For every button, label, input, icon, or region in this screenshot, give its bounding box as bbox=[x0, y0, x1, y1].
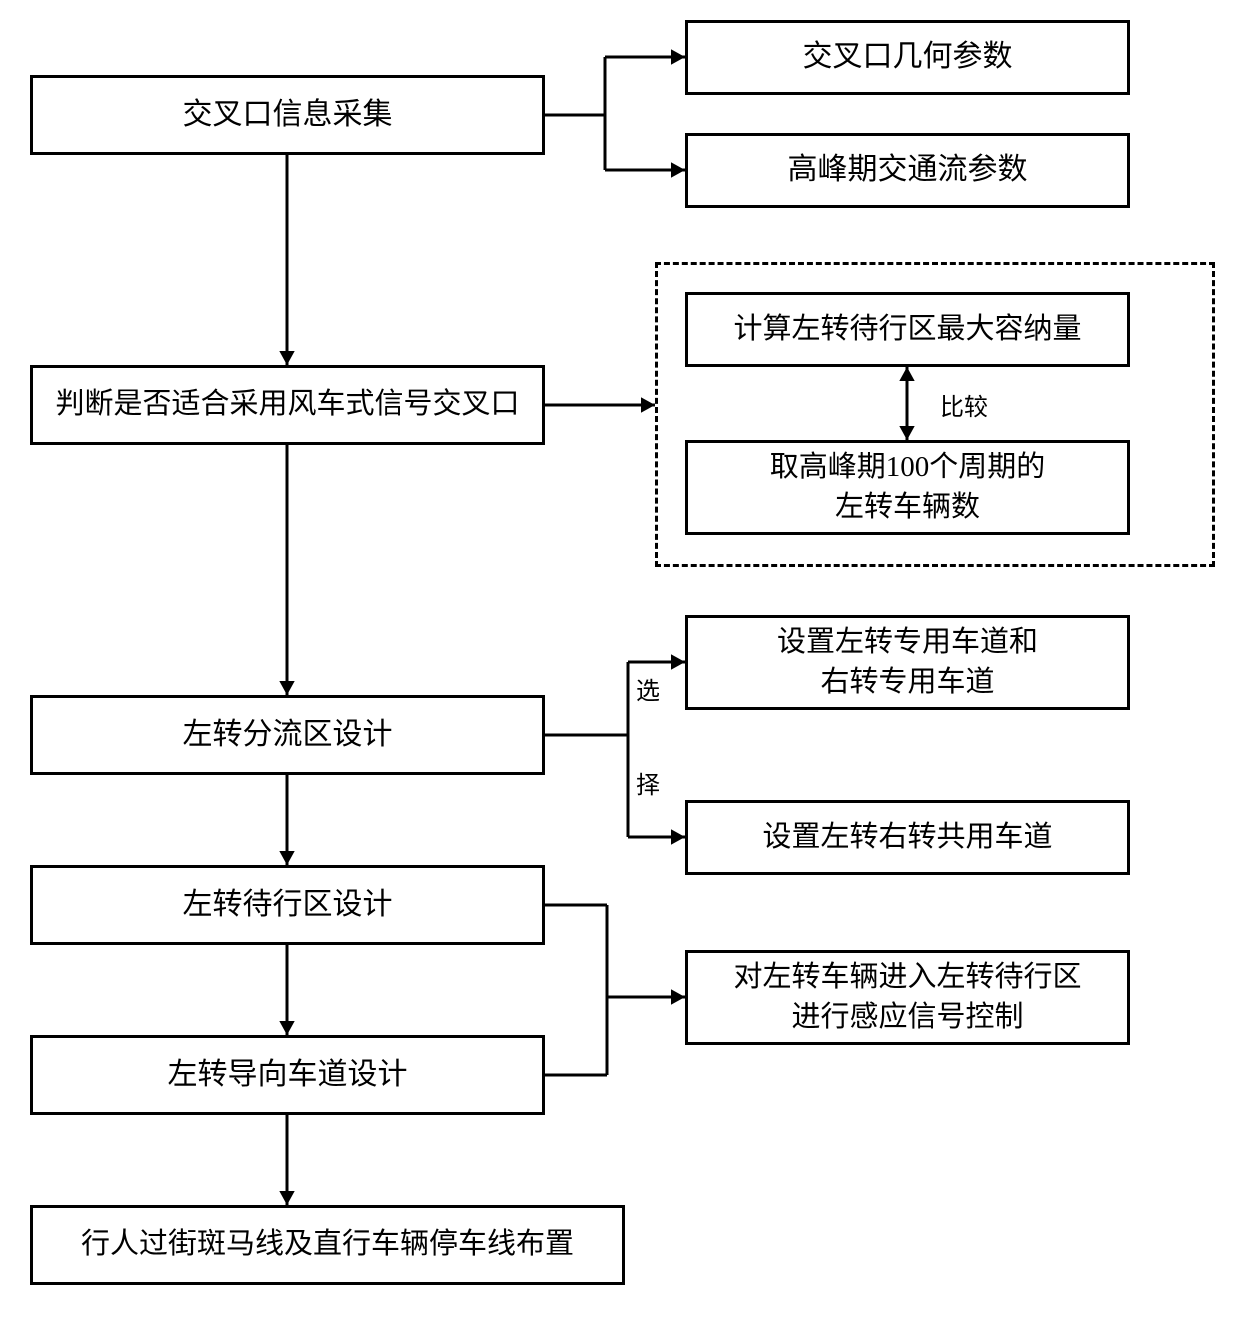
label-choose-1: 选 bbox=[634, 676, 662, 709]
label-choose-2: 择 bbox=[634, 770, 662, 803]
node-left-guide-design: 左转导向车道设计 bbox=[30, 1035, 545, 1115]
label-text: 比较 bbox=[940, 395, 988, 421]
node-label: 左转导向车道设计 bbox=[168, 1055, 408, 1096]
node-info-collect: 交叉口信息采集 bbox=[30, 75, 545, 155]
node-peak-flow-params: 高峰期交通流参数 bbox=[685, 133, 1130, 208]
node-left-wait-design: 左转待行区设计 bbox=[30, 865, 545, 945]
node-label: 行人过街斑马线及直行车辆停车线布置 bbox=[81, 1225, 574, 1264]
flowchart-canvas: 交叉口信息采集 判断是否适合采用风车式信号交叉口 左转分流区设计 左转待行区设计… bbox=[0, 0, 1240, 1323]
node-label: 高峰期交通流参数 bbox=[788, 150, 1028, 191]
node-dedicated-lanes: 设置左转专用车道和右转专用车道 bbox=[685, 615, 1130, 710]
label-compare: 比较 bbox=[938, 392, 990, 425]
node-label: 左转待行区设计 bbox=[183, 885, 393, 926]
node-judge-suitability: 判断是否适合采用风车式信号交叉口 bbox=[30, 365, 545, 445]
label-text: 择 bbox=[636, 773, 660, 799]
node-label: 取高峰期100个周期的左转车辆数 bbox=[770, 448, 1046, 526]
node-label: 交叉口几何参数 bbox=[803, 37, 1013, 78]
node-label: 判断是否适合采用风车式信号交叉口 bbox=[55, 385, 519, 424]
node-label: 设置左转专用车道和右转专用车道 bbox=[777, 623, 1038, 701]
node-label: 对左转车辆进入左转待行区进行感应信号控制 bbox=[733, 958, 1081, 1036]
label-text: 选 bbox=[636, 679, 660, 705]
node-label: 交叉口信息采集 bbox=[183, 95, 393, 136]
node-label: 设置左转右转共用车道 bbox=[762, 818, 1052, 857]
node-label: 左转分流区设计 bbox=[183, 715, 393, 756]
node-calc-max-capacity: 计算左转待行区最大容纳量 bbox=[685, 292, 1130, 367]
node-signal-control: 对左转车辆进入左转待行区进行感应信号控制 bbox=[685, 950, 1130, 1045]
node-left-divert-design: 左转分流区设计 bbox=[30, 695, 545, 775]
node-label: 计算左转待行区最大容纳量 bbox=[733, 310, 1081, 349]
node-100-cycles: 取高峰期100个周期的左转车辆数 bbox=[685, 440, 1130, 535]
node-pedestrian-layout: 行人过街斑马线及直行车辆停车线布置 bbox=[30, 1205, 625, 1285]
node-shared-lane: 设置左转右转共用车道 bbox=[685, 800, 1130, 875]
node-geometry-params: 交叉口几何参数 bbox=[685, 20, 1130, 95]
